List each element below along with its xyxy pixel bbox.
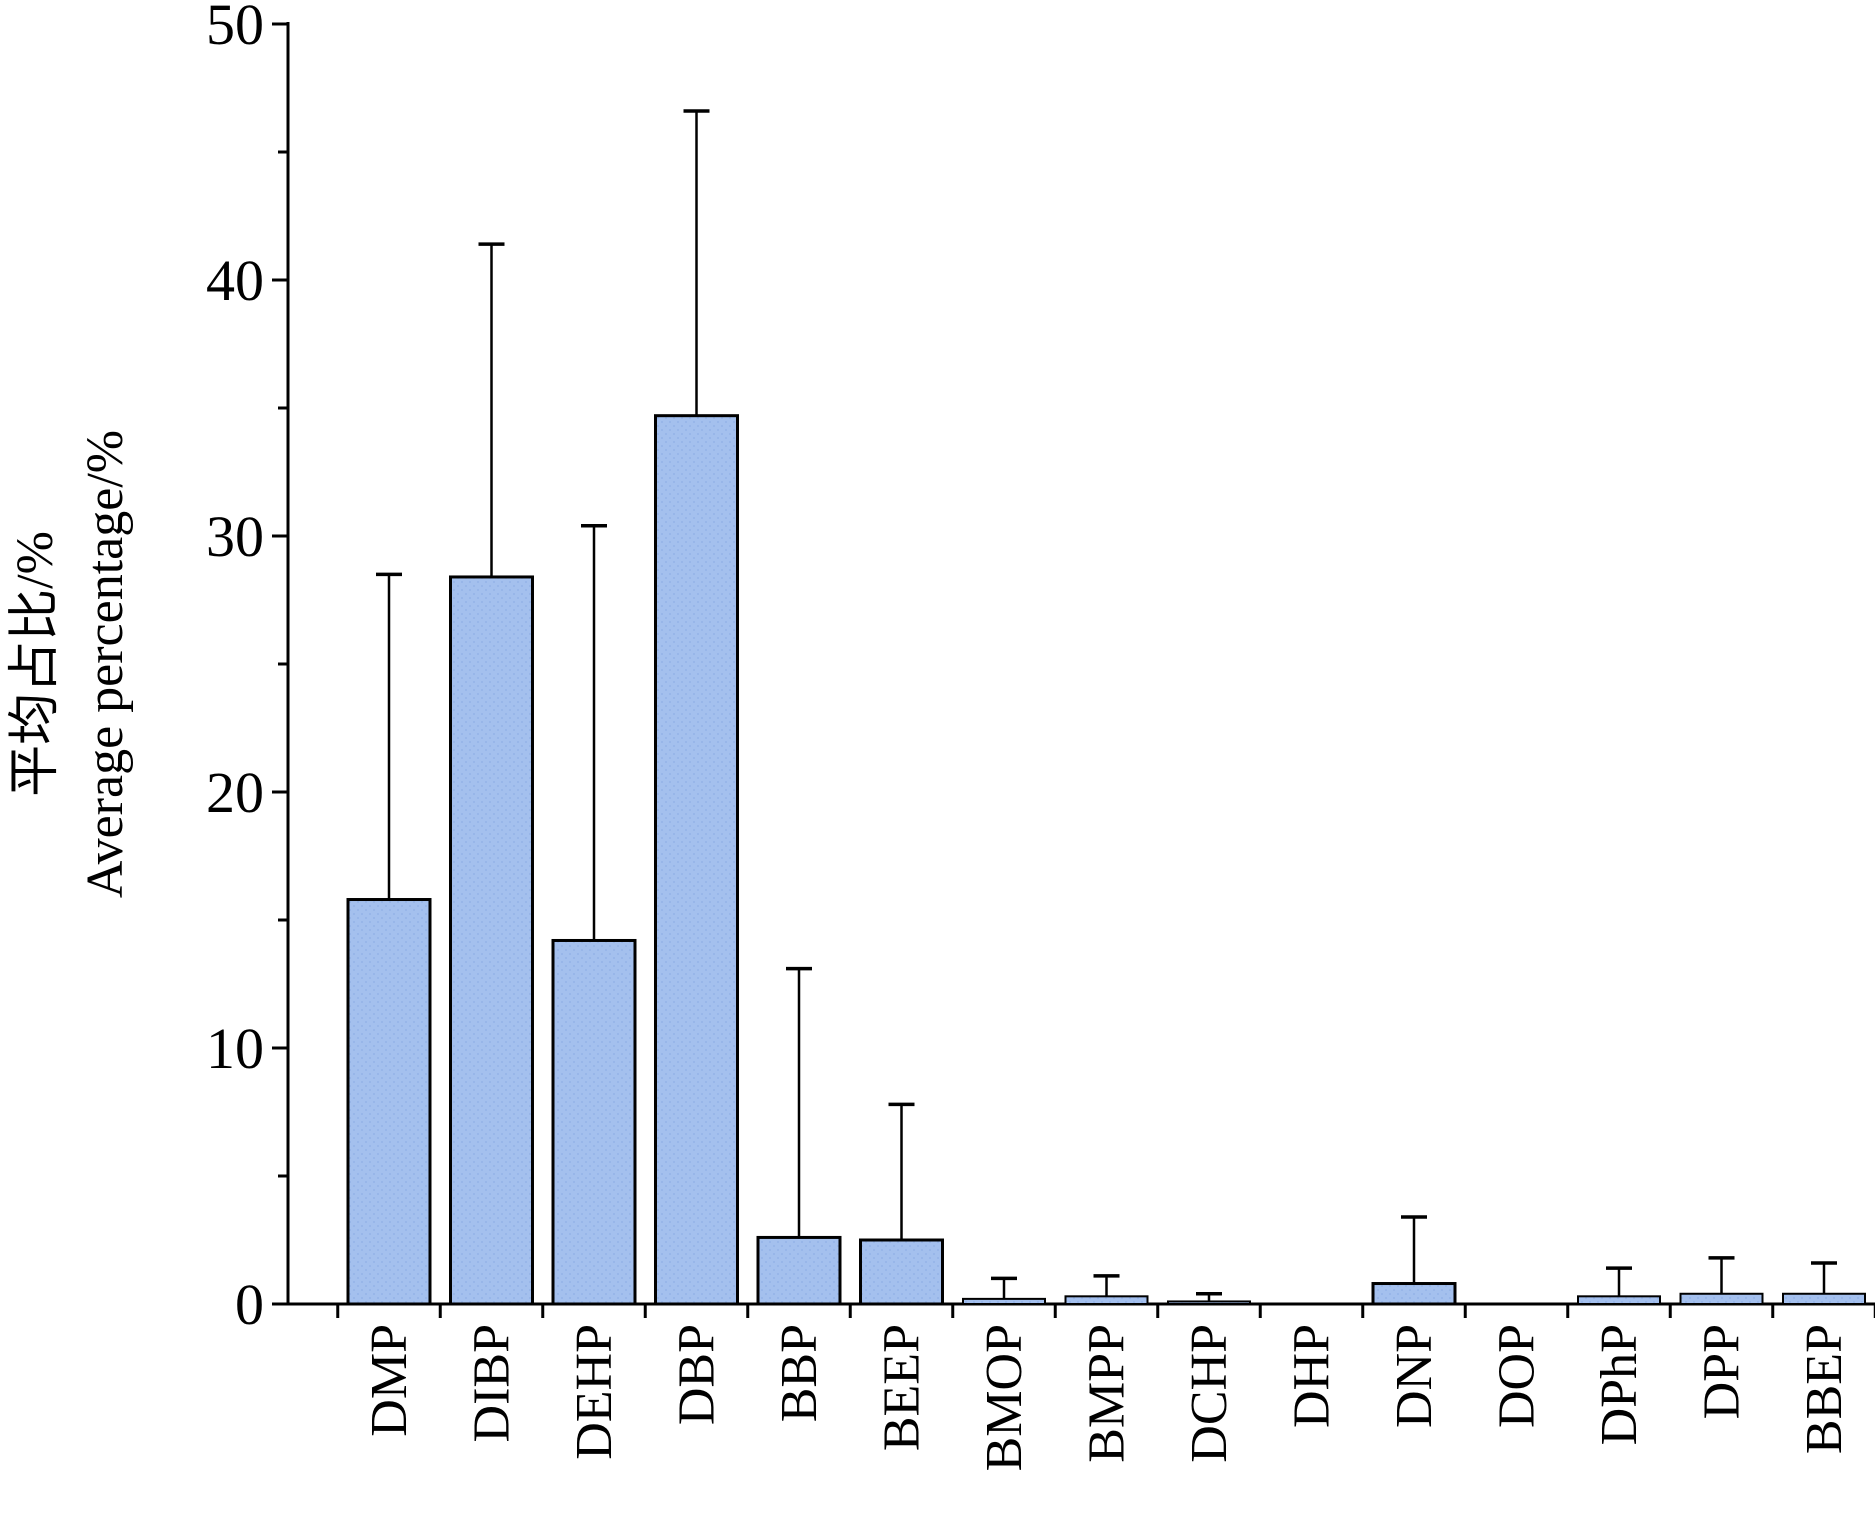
y-tick-label: 50 <box>206 0 264 57</box>
y-axis-title-english: Average percentage/% <box>77 430 134 898</box>
x-tick-label-dibp: DIBP <box>464 1324 521 1442</box>
x-tick-label-dphp: DPhP <box>1591 1324 1648 1445</box>
x-tick-label-beep: BEEP <box>874 1324 931 1451</box>
bar-dehp <box>551 938 637 1306</box>
y-tick-label: 10 <box>206 1016 264 1081</box>
x-tick-label-dpp: DPP <box>1694 1324 1751 1419</box>
y-tick-label: 40 <box>206 248 264 313</box>
x-tick-label-dmp: DMP <box>361 1324 418 1437</box>
x-tick-label-bmop: BMOP <box>976 1324 1033 1471</box>
x-tick-label-dnp: DNP <box>1386 1324 1443 1428</box>
bar-dmp <box>346 898 432 1306</box>
bar-dchp <box>1167 1300 1251 1305</box>
y-tick-label: 20 <box>206 760 264 825</box>
bars <box>346 414 1866 1306</box>
x-tick-label-bbp: BBP <box>771 1324 828 1422</box>
tick-labels: 0 10 20 30 40 50 DMP DIBP DEHP DBP BBP BEEP BMOP BMPP… <box>206 0 1853 1471</box>
y-tick-label: 0 <box>235 1272 264 1337</box>
x-tick-label-dop: DOP <box>1489 1324 1546 1428</box>
bar-bbp <box>756 1235 842 1306</box>
x-tick-label-dhp: DHP <box>1284 1324 1341 1428</box>
y-tick-label: 30 <box>206 504 264 569</box>
bar-bmop <box>962 1297 1046 1306</box>
bar-dbp <box>654 414 739 1306</box>
x-tick-label-bbep: BBEP <box>1796 1324 1853 1454</box>
bar-beep <box>859 1238 944 1306</box>
bar-bbep <box>1782 1292 1866 1306</box>
bar-dphp <box>1577 1295 1661 1305</box>
x-tick-label-dbp: DBP <box>669 1324 726 1425</box>
bar-bmpp <box>1064 1295 1149 1305</box>
bar-dpp <box>1679 1292 1764 1306</box>
bar-dnp <box>1371 1282 1457 1306</box>
x-tick-label-bmpp: BMPP <box>1079 1324 1136 1463</box>
error-bars <box>376 109 1837 1302</box>
x-tick-label-dchp: DCHP <box>1181 1324 1238 1463</box>
y-axis-title-chinese: 平均占比/% <box>7 531 64 797</box>
x-tick-label-dehp: DEHP <box>566 1324 623 1460</box>
bar-dibp <box>449 575 534 1306</box>
